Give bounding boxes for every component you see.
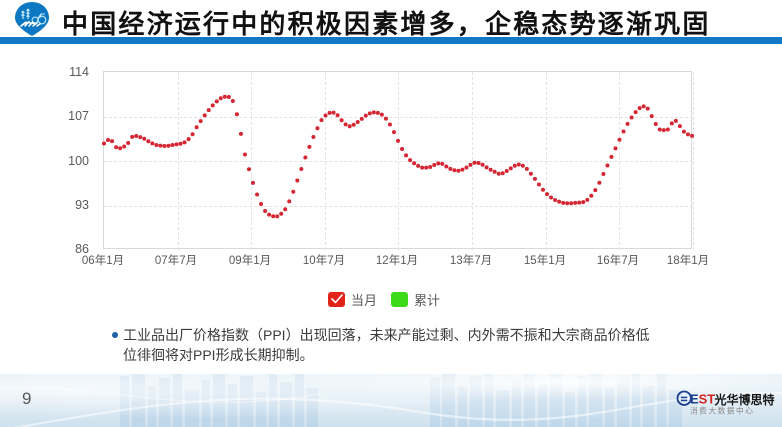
svg-text:光华博思特: 光华博思特 bbox=[713, 392, 774, 407]
svg-text:消费大数据中心: 消费大数据中心 bbox=[690, 406, 754, 416]
svg-text:EST: EST bbox=[690, 391, 715, 406]
